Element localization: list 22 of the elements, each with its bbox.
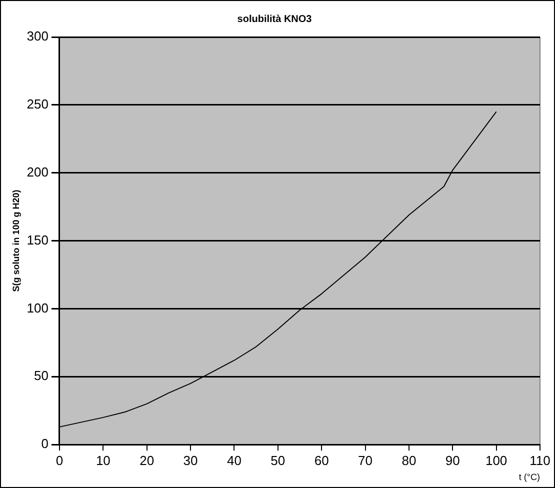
x-tick-label: 70: [358, 452, 373, 468]
x-tick-label: 10: [96, 452, 110, 468]
x-tick-label: 80: [402, 452, 416, 468]
y-axis-title: S(g soluto in 100 g H20): [10, 190, 21, 292]
x-tick-label: 50: [270, 452, 286, 468]
y-tick-label: 50: [34, 368, 48, 384]
x-tick-label: 40: [226, 452, 242, 468]
y-tick-label: 100: [26, 300, 48, 316]
y-tick-label: 200: [26, 164, 48, 180]
y-tick-label: 250: [26, 96, 48, 112]
chart-title: solubilità KNO3: [237, 14, 312, 25]
x-tick-label: 90: [445, 452, 460, 468]
x-axis-title: t (°C): [518, 472, 540, 482]
y-tick-label: 150: [26, 232, 48, 248]
x-tick-label: 20: [140, 452, 154, 468]
y-tick-label: 0: [41, 436, 48, 452]
y-tick-label: 300: [26, 28, 48, 44]
x-tick-label: 0: [56, 452, 64, 468]
x-tick-label: 30: [183, 452, 198, 468]
x-tick-label: 110: [530, 452, 550, 468]
x-tick-label: 60: [314, 452, 329, 468]
x-tick-label: 100: [485, 452, 508, 468]
